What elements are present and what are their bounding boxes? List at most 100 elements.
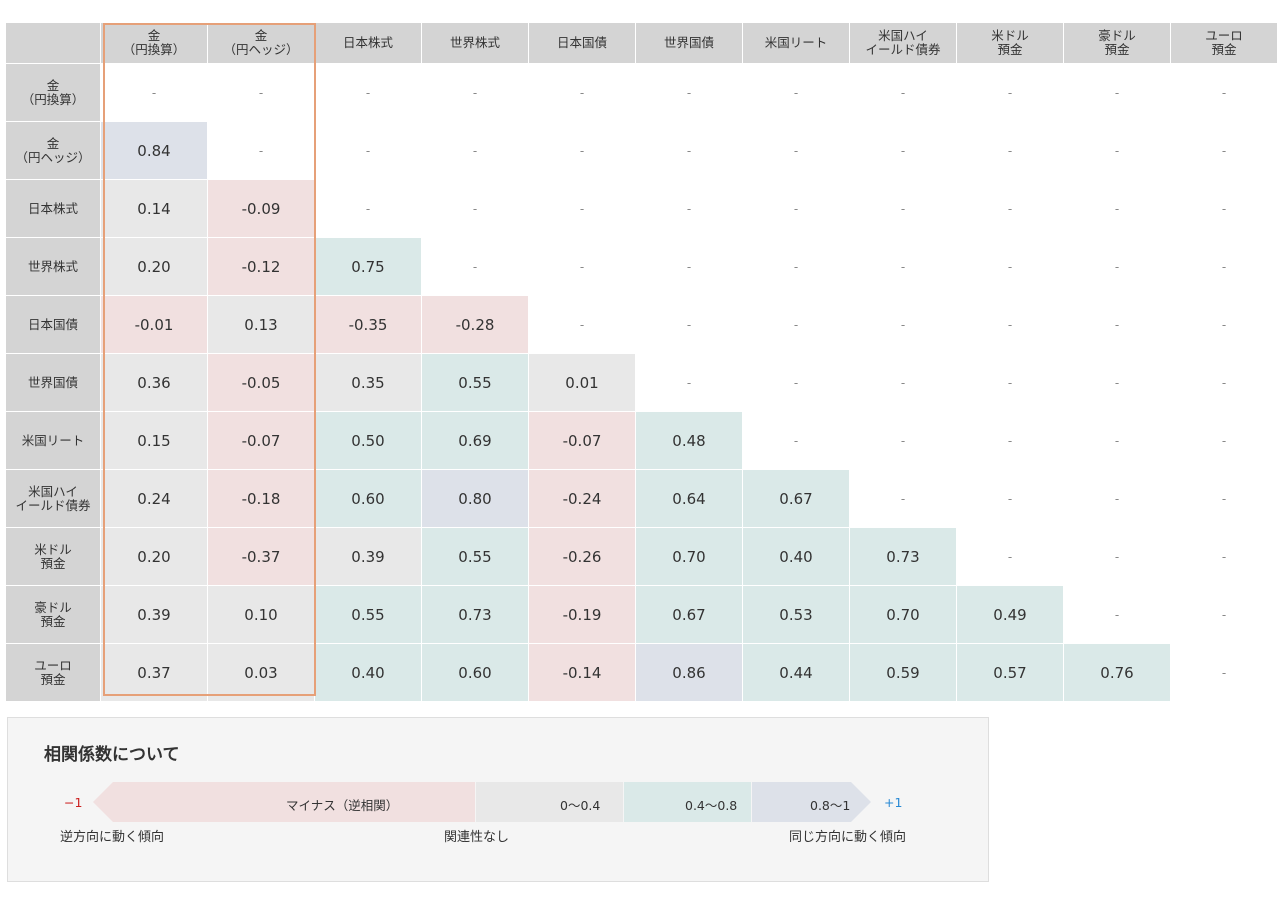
heatmap-cell: -0.35 [315, 296, 421, 353]
heatmap-cell: 0.40 [743, 528, 849, 585]
empty-cell: - [258, 143, 264, 158]
heatmap-cell: 0.40 [315, 644, 421, 701]
empty-cell: - [1221, 259, 1227, 274]
empty-cell: - [579, 259, 585, 274]
empty-cell: - [1114, 607, 1120, 622]
heatmap-cell: -0.24 [529, 470, 635, 527]
legend-panel: 相関係数について −1 マイナス（逆相関） 0〜0.4 0.4〜0.8 0.8〜… [7, 717, 989, 882]
empty-cell: - [1007, 259, 1013, 274]
column-header: 日本国債 [529, 23, 635, 63]
heatmap-cell: 0.70 [636, 528, 742, 585]
empty-cell: - [900, 317, 906, 332]
heatmap-cell: 0.20 [101, 528, 207, 585]
empty-cell: - [686, 143, 692, 158]
empty-cell: - [365, 201, 371, 216]
row-header: 日本株式 [6, 180, 100, 237]
column-header: 世界国債 [636, 23, 742, 63]
empty-cell: - [1007, 491, 1013, 506]
legend-caption-none: 関連性なし [444, 830, 510, 845]
column-header: 世界株式 [422, 23, 528, 63]
empty-cell: - [793, 259, 799, 274]
empty-cell: - [365, 143, 371, 158]
empty-cell: - [365, 85, 371, 100]
empty-cell: - [1114, 375, 1120, 390]
empty-cell: - [686, 259, 692, 274]
heatmap-cell: 0.15 [101, 412, 207, 469]
legend-caption-negative: 逆方向に動く傾向 [60, 830, 165, 845]
empty-cell: - [1221, 491, 1227, 506]
heatmap-cell: 0.44 [743, 644, 849, 701]
empty-cell: - [258, 85, 264, 100]
empty-cell: - [1114, 491, 1120, 506]
empty-cell: - [579, 317, 585, 332]
row-header: 世界株式 [6, 238, 100, 295]
heatmap-cell: -0.12 [208, 238, 314, 295]
heatmap-cell: -0.05 [208, 354, 314, 411]
row-header: 米国ハイ イールド債券 [6, 470, 100, 527]
heatmap-cell: -0.07 [208, 412, 314, 469]
row-header: 日本国債 [6, 296, 100, 353]
empty-cell: - [1007, 549, 1013, 564]
heatmap-cell: 0.60 [315, 470, 421, 527]
empty-cell: - [900, 259, 906, 274]
empty-cell: - [151, 85, 157, 100]
empty-cell: - [1114, 549, 1120, 564]
corner-header [6, 23, 100, 63]
heatmap-cell: 0.75 [315, 238, 421, 295]
legend-label-negative: マイナス（逆相関） [286, 798, 399, 813]
heatmap-cell: 0.53 [743, 586, 849, 643]
empty-cell: - [793, 201, 799, 216]
heatmap-cell: 0.55 [315, 586, 421, 643]
heatmap-cell: -0.07 [529, 412, 635, 469]
empty-cell: - [793, 375, 799, 390]
correlation-matrix: 金 （円換算）金 （円換算）金 （円ヘッジ）金 （円ヘッジ） 日本株式 日本株式 世界… [6, 23, 1278, 701]
heatmap-cell: -0.28 [422, 296, 528, 353]
heatmap-cell: 0.60 [422, 644, 528, 701]
column-header: 金 （円ヘッジ） [208, 23, 314, 63]
empty-cell: - [686, 375, 692, 390]
heatmap-cell: -0.19 [529, 586, 635, 643]
empty-cell: - [1007, 317, 1013, 332]
heatmap-cell: -0.01 [101, 296, 207, 353]
empty-cell: - [900, 85, 906, 100]
legend-label-strong: 0.8〜1 [810, 798, 851, 813]
heatmap-cell: -0.26 [529, 528, 635, 585]
row-header: 金 （円換算） [6, 64, 100, 121]
empty-cell: - [1221, 85, 1227, 100]
legend-segment-negative [93, 782, 475, 822]
heatmap-cell: 0.86 [636, 644, 742, 701]
empty-cell: - [900, 201, 906, 216]
empty-cell: - [472, 143, 478, 158]
heatmap-cell: 0.39 [101, 586, 207, 643]
heatmap-cell: 0.64 [636, 470, 742, 527]
empty-cell: - [1114, 201, 1120, 216]
heatmap-cell: 0.55 [422, 354, 528, 411]
empty-cell: - [1221, 201, 1227, 216]
empty-cell: - [1007, 85, 1013, 100]
heatmap-cell: 0.35 [315, 354, 421, 411]
empty-cell: - [579, 85, 585, 100]
column-header: 米国ハイ イールド債券 [850, 23, 956, 63]
empty-cell: - [1007, 201, 1013, 216]
empty-cell: - [1221, 317, 1227, 332]
empty-cell: - [1007, 375, 1013, 390]
heatmap-cell: 0.50 [315, 412, 421, 469]
heatmap-cell: 0.13 [208, 296, 314, 353]
empty-cell: - [579, 201, 585, 216]
legend-segment-weak [476, 782, 623, 822]
empty-cell: - [793, 85, 799, 100]
empty-cell: - [1007, 433, 1013, 448]
row-header: 米ドル 預金 [6, 528, 100, 585]
column-header: ユーロ 預金 [1171, 23, 1277, 63]
empty-cell: - [793, 317, 799, 332]
legend-segment-moderate [624, 782, 751, 822]
empty-cell: - [900, 491, 906, 506]
empty-cell: - [579, 143, 585, 158]
column-header: 米国リート [743, 23, 849, 63]
empty-cell: - [686, 201, 692, 216]
heatmap-cell: 0.67 [743, 470, 849, 527]
heatmap-cell: 0.03 [208, 644, 314, 701]
empty-cell: - [1114, 433, 1120, 448]
empty-cell: - [1221, 143, 1227, 158]
empty-cell: - [900, 375, 906, 390]
